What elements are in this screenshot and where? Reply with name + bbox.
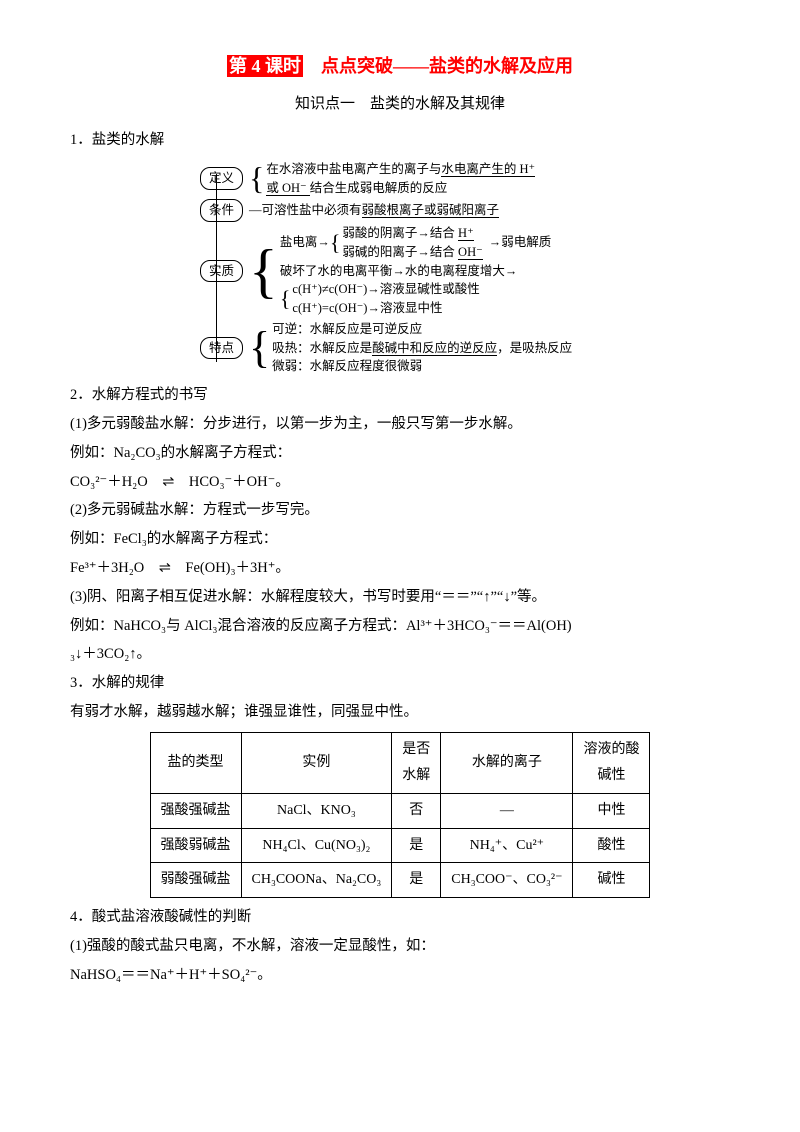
brace-icon: { — [330, 233, 341, 253]
page-title: 第 4 课时 点点突破——盐类的水解及应用 — [70, 50, 730, 83]
label-condition: 条件 — [200, 199, 243, 222]
table-cell: 弱酸强碱盐 — [150, 863, 241, 898]
text-underline: 弱酸根离子或弱碱阳离子 — [362, 203, 500, 218]
text-underline: 水电离产生的 H⁺ — [441, 162, 535, 177]
label-definition: 定义 — [200, 167, 243, 190]
paragraph: 例如：NaHCO₃与 AlCl₃混合溶液的反应离子方程式：Al³⁺＋3HCO₃⁻… — [70, 613, 730, 640]
title-highlight: 第 4 课时 — [227, 55, 303, 77]
table-cell: 碱性 — [573, 863, 650, 898]
topic-2-heading: 2．水解方程式的书写 — [70, 382, 730, 409]
topic-1-heading: 1．盐类的水解 — [70, 127, 730, 154]
table-cell: NH₄Cl、Cu(NO₃)₂ — [241, 828, 392, 863]
section-subtitle: 知识点一 盐类的水解及其规律 — [70, 91, 730, 119]
text: 可溶性盐中必须有 — [262, 203, 362, 217]
brace-icon: { — [249, 330, 270, 365]
equation: ₃↓＋3CO₂↑。 — [70, 641, 730, 668]
table-header: 盐的类型 — [150, 732, 241, 793]
table-cell: 强酸强碱盐 — [150, 793, 241, 828]
text-underline: OH⁻ — [458, 245, 483, 260]
text-underline: 或 OH⁻ — [266, 181, 309, 196]
table-cell: 中性 — [573, 793, 650, 828]
table-row: 盐的类型 实例 是否 水解 水解的离子 溶液的酸 碱性 — [150, 732, 650, 793]
table-row: 强酸强碱盐 NaCl、KNO₃ 否 — 中性 — [150, 793, 650, 828]
diagram-row-essence: 实质 { 盐电离→ { 弱酸的阴离子→结合 H⁺ 弱碱的阳离子→结合 OH⁻ →… — [200, 224, 730, 318]
topic-4-heading: 4．酸式盐溶液酸碱性的判断 — [70, 904, 730, 931]
text: 吸热：水解反应是 — [272, 341, 372, 355]
table-row: 强酸弱碱盐 NH₄Cl、Cu(NO₃)₂ 是 NH₄⁺、Cu²⁺ 酸性 — [150, 828, 650, 863]
text: c(H⁺)≠c(OH⁻)→溶液显碱性或酸性 — [292, 280, 479, 299]
equation: Fe³⁺＋3H₂O ⇌ Fe(OH)₃＋3H⁺。 — [70, 555, 730, 582]
table-cell: 是 — [392, 863, 441, 898]
brace-icon: { — [249, 166, 264, 192]
paragraph: (2)多元弱碱盐水解：方程式一步写完。 — [70, 497, 730, 524]
text: 弱碱的阳离子→结合 — [342, 245, 458, 259]
dash: — — [249, 201, 262, 220]
brace-icon: { — [280, 289, 291, 309]
topic-3-heading: 3．水解的规律 — [70, 670, 730, 697]
table-cell: 否 — [392, 793, 441, 828]
table-cell: 酸性 — [573, 828, 650, 863]
table-header: 实例 — [241, 732, 392, 793]
table-cell: — — [441, 793, 573, 828]
paragraph: (1)强酸的酸式盐只电离，不水解，溶液一定显酸性，如： — [70, 933, 730, 960]
text: 结合生成弱电解质的反应 — [310, 181, 448, 195]
text: 破坏了水的电离平衡→水的电离程度增大→ — [280, 262, 551, 281]
label-feature: 特点 — [200, 337, 243, 360]
paragraph: 例如：Na₂CO₃的水解离子方程式： — [70, 440, 730, 467]
paragraph: 例如：FeCl₃的水解离子方程式： — [70, 526, 730, 553]
table-header: 水解的离子 — [441, 732, 573, 793]
text: c(H⁺)=c(OH⁻)→溶液显中性 — [292, 299, 479, 318]
text: 可逆：水解反应是可逆反应 — [272, 320, 572, 339]
paragraph: (1)多元弱酸盐水解：分步进行，以第一步为主，一般只写第一步水解。 — [70, 411, 730, 438]
text: 微弱：水解反应程度很微弱 — [272, 357, 572, 376]
text-underline: 酸碱中和反应的逆反应 — [372, 341, 497, 356]
table-cell: NH₄⁺、Cu²⁺ — [441, 828, 573, 863]
hydrolysis-table: 盐的类型 实例 是否 水解 水解的离子 溶液的酸 碱性 强酸强碱盐 NaCl、K… — [150, 732, 651, 898]
table-header: 溶液的酸 碱性 — [573, 732, 650, 793]
diagram-row-feature: 特点 { 可逆：水解反应是可逆反应 吸热：水解反应是酸碱中和反应的逆反应，是吸热… — [200, 320, 730, 376]
table-cell: 强酸弱碱盐 — [150, 828, 241, 863]
table-cell: CH₃COO⁻、CO₃²⁻ — [441, 863, 573, 898]
text: 弱酸的阴离子→结合 — [342, 226, 458, 240]
equation: NaHSO₄＝＝Na⁺＋H⁺＋SO₄²⁻。 — [70, 962, 730, 989]
label-essence: 实质 — [200, 260, 243, 283]
diagram-row-condition: 条件 — 可溶性盐中必须有弱酸根离子或弱碱阳离子 — [200, 199, 730, 222]
paragraph: 有弱才水解，越弱越水解；谁强显谁性，同强显中性。 — [70, 699, 730, 726]
equation: CO₃²⁻＋H₂O ⇌ HCO₃⁻＋OH⁻。 — [70, 469, 730, 496]
text: 盐电离→ — [280, 233, 330, 252]
table-cell: 是 — [392, 828, 441, 863]
brace-icon: { — [249, 247, 278, 295]
table-cell: NaCl、KNO₃ — [241, 793, 392, 828]
table-cell: CH₃COONa、Na₂CO₃ — [241, 863, 392, 898]
text: ，是吸热反应 — [497, 341, 572, 355]
title-rest: 点点突破——盐类的水解及应用 — [303, 56, 573, 76]
text: →弱电解质 — [489, 233, 552, 252]
concept-diagram: 定义 { 在水溶液中盐电离产生的离子与水电离产生的 H⁺ 或 OH⁻ 结合生成弱… — [200, 160, 730, 376]
table-header: 是否 水解 — [392, 732, 441, 793]
diagram-row-definition: 定义 { 在水溶液中盐电离产生的离子与水电离产生的 H⁺ 或 OH⁻ 结合生成弱… — [200, 160, 730, 198]
text-underline: H⁺ — [458, 226, 474, 241]
table-row: 弱酸强碱盐 CH₃COONa、Na₂CO₃ 是 CH₃COO⁻、CO₃²⁻ 碱性 — [150, 863, 650, 898]
paragraph: (3)阴、阳离子相互促进水解：水解程度较大，书写时要用“＝＝”“↑”“↓”等。 — [70, 584, 730, 611]
text: 在水溶液中盐电离产生的离子与 — [266, 162, 441, 176]
